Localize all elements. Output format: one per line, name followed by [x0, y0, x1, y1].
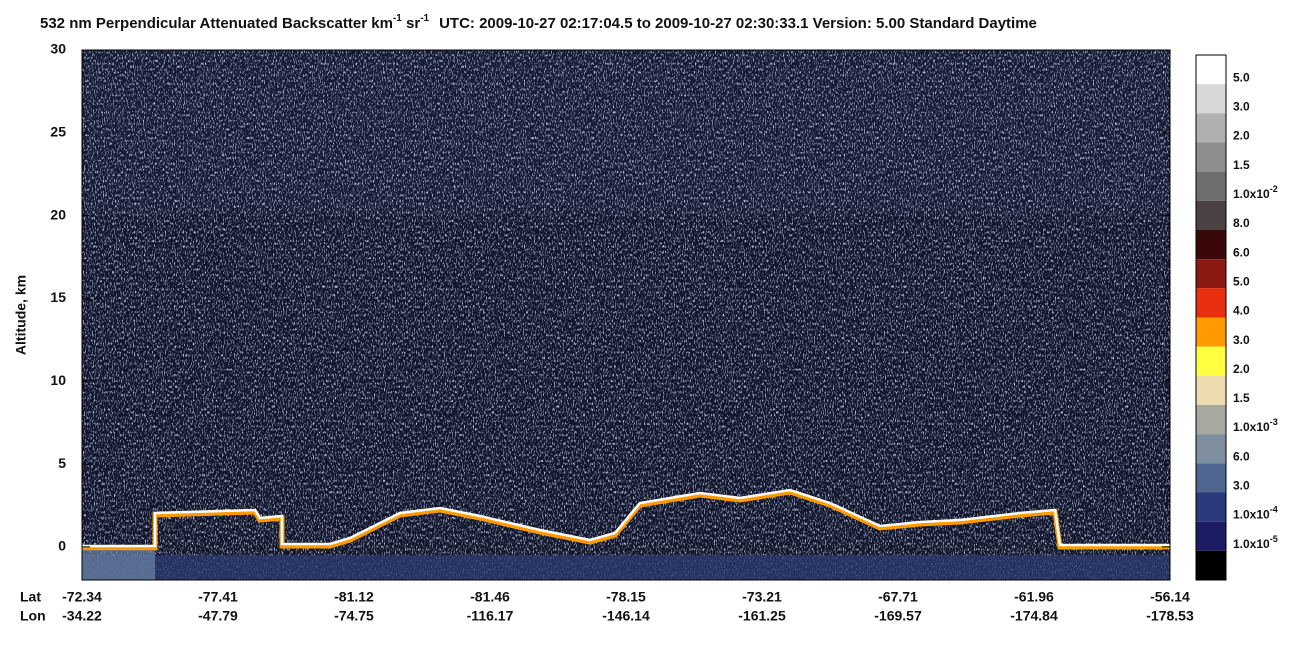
y-tick-label: 10: [50, 372, 66, 388]
y-tick-label: 30: [50, 41, 66, 57]
x-tick-label: -169.57: [874, 608, 922, 624]
title-part: sr: [402, 15, 421, 32]
x-tick-label: -77.41: [198, 589, 238, 605]
colorbar-label: 1.0x10-2: [1233, 184, 1278, 201]
x-tick-label: -81.12: [334, 589, 374, 605]
colorbar-swatch: [1196, 142, 1226, 172]
colorbar-label: 5.0: [1233, 70, 1250, 84]
colorbar-label: 1.0x10-5: [1233, 534, 1278, 551]
colorbar-swatch: [1196, 317, 1226, 347]
colorbar-swatch: [1196, 259, 1226, 289]
colorbar-label: 3.0: [1233, 479, 1250, 493]
colorbar-swatch: [1196, 84, 1226, 114]
colorbar-swatch: [1196, 434, 1226, 464]
x-tick-label: -67.71: [878, 589, 918, 605]
colorbar-label: 6.0: [1233, 450, 1250, 464]
y-tick-label: 0: [58, 538, 66, 554]
x-row-name: Lon: [20, 608, 46, 624]
colorbar-label: 4.0: [1233, 304, 1250, 318]
title-superscript: -1: [393, 13, 402, 24]
colorbar-label: 1.0x10-4: [1233, 505, 1278, 522]
colorbar-swatch: [1196, 171, 1226, 201]
colorbar-label-exponent: -5: [1270, 534, 1278, 544]
colorbar-swatch: [1196, 288, 1226, 318]
colorbar-frame: [1195, 54, 1227, 581]
colorbar-label: 8.0: [1233, 216, 1250, 230]
colorbar-label-exponent: -4: [1270, 505, 1278, 515]
colorbar-label-exponent: -2: [1270, 184, 1278, 194]
x-tick-label: -74.75: [334, 608, 374, 624]
colorbar-label: 2.0: [1233, 129, 1250, 143]
x-tick-label: -174.84: [1010, 608, 1058, 624]
colorbar-label: 3.0: [1233, 100, 1250, 114]
colorbar-swatch: [1196, 113, 1226, 143]
x-tick-label: -47.79: [198, 608, 238, 624]
colorbar-swatch: [1196, 346, 1226, 376]
backscatter-image: [82, 50, 1170, 580]
y-tick-label: 25: [50, 124, 66, 140]
title-part: UTC: 2009-10-27 02:17:04.5 to 2009-10-27…: [439, 15, 1037, 32]
x-tick-label: -146.14: [602, 608, 650, 624]
colorbar-label: 1.5: [1233, 158, 1250, 172]
colorbar-label: 1.5: [1233, 391, 1250, 405]
colorbar-swatch: [1196, 375, 1226, 405]
colorbar-label-base: 1.0x10: [1233, 420, 1270, 434]
colorbar-swatch: [1196, 230, 1226, 260]
colorbar-label: 6.0: [1233, 245, 1250, 259]
colorbar-swatch: [1196, 55, 1226, 85]
y-tick-label: 20: [50, 206, 66, 222]
x-tick-label: -78.15: [606, 589, 646, 605]
x-tick-label: -161.25: [738, 608, 786, 624]
y-axis-label: Altitude, km: [13, 275, 29, 355]
colorbar-label-exponent: -3: [1270, 418, 1278, 428]
y-tick-label: 5: [58, 455, 66, 471]
colorbar-swatch: [1196, 492, 1226, 522]
x-tick-label: -116.17: [467, 608, 514, 624]
colorbar-label: 5.0: [1233, 275, 1250, 289]
x-row-name: Lat: [20, 589, 41, 605]
colorbar-label: 2.0: [1233, 362, 1250, 376]
plot-frame: [81, 49, 1171, 581]
x-tick-label: -61.96: [1014, 589, 1054, 605]
colorbar-label-base: 1.0x10: [1233, 537, 1270, 551]
colorbar-swatch: [1196, 521, 1226, 551]
x-tick-label: -72.34: [62, 589, 102, 605]
colorbar-swatch: [1196, 200, 1226, 230]
x-tick-label: -34.22: [62, 608, 102, 624]
title-part: 532 nm Perpendicular Attenuated Backscat…: [40, 15, 393, 32]
x-tick-label: -81.46: [470, 589, 510, 605]
colorbar-swatch: [1196, 405, 1226, 435]
chart-title: 532 nm Perpendicular Attenuated Backscat…: [40, 13, 1037, 32]
colorbar-label-base: 1.0x10: [1233, 187, 1270, 201]
x-tick-label: -178.53: [1146, 608, 1194, 624]
colorbar: 5.03.02.01.51.0x10-28.06.05.04.03.02.01.…: [1195, 54, 1278, 581]
colorbar-swatch: [1196, 463, 1226, 493]
colorbar-swatch: [1196, 550, 1226, 580]
x-tick-label: -73.21: [742, 589, 782, 605]
title-superscript: -1: [420, 13, 429, 24]
colorbar-label-base: 1.0x10: [1233, 508, 1270, 522]
colorbar-label: 3.0: [1233, 333, 1250, 347]
x-tick-label: -56.14: [1150, 589, 1190, 605]
y-tick-label: 15: [50, 289, 66, 305]
colorbar-label: 1.0x10-3: [1233, 418, 1278, 435]
